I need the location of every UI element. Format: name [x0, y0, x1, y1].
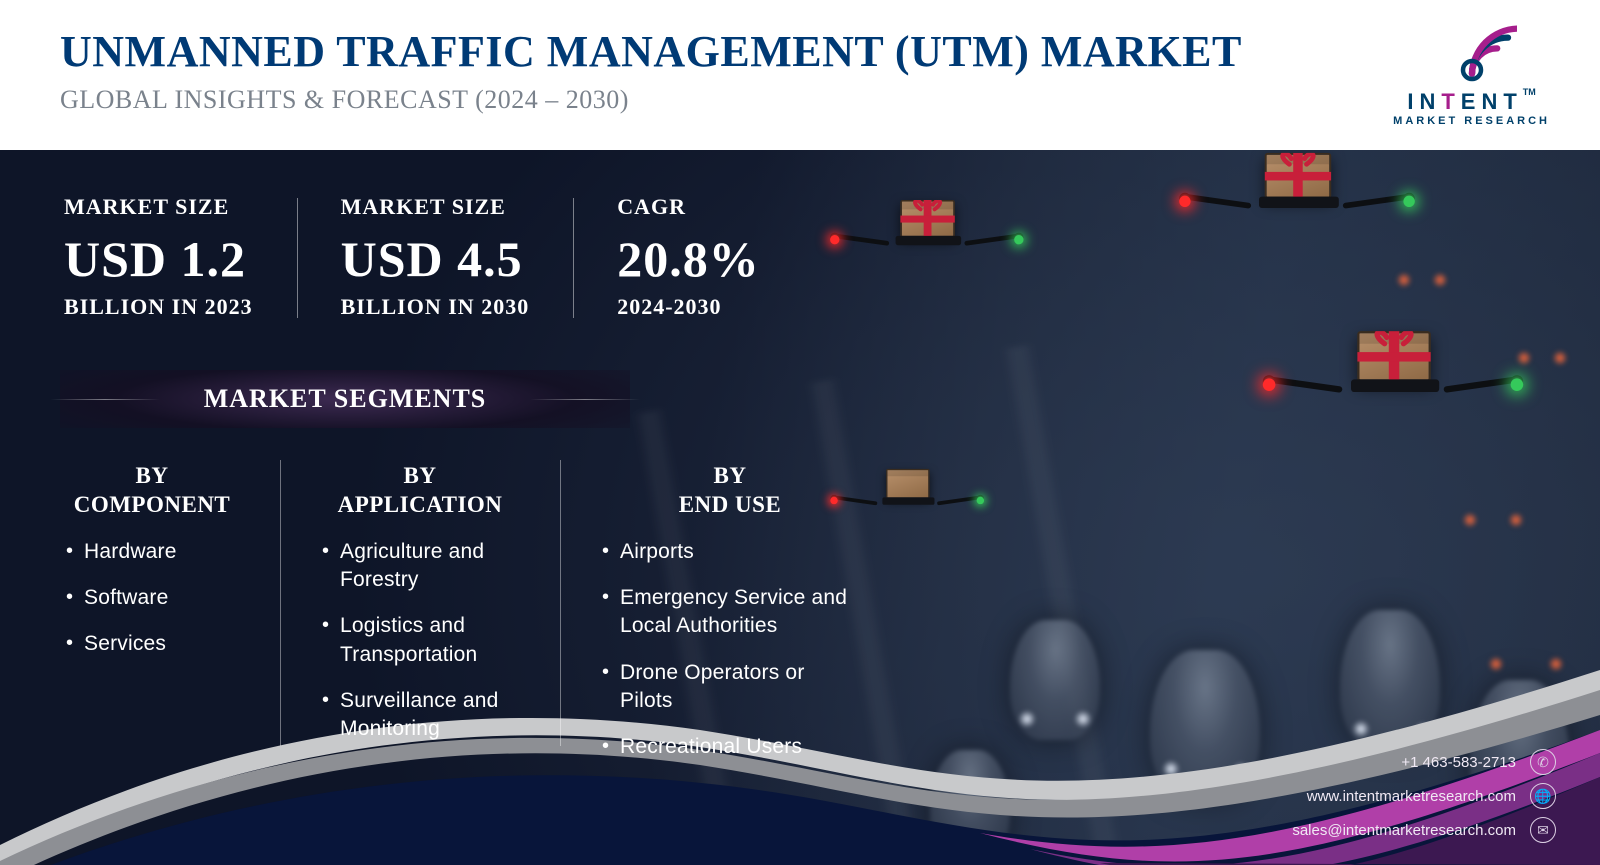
segment-item: Hardware: [64, 538, 240, 566]
metric-value: 20.8%: [617, 230, 760, 288]
footer-phone: +1 463-583-2713: [1401, 754, 1516, 771]
footer-contact: +1 463-583-2713 ✆ www.intentmarketresear…: [1292, 741, 1556, 843]
segment-item: Airports: [600, 538, 860, 566]
metric-block: CAGR 20.8% 2024-2030: [573, 190, 804, 326]
phone-icon: ✆: [1530, 749, 1556, 775]
segment-item: Services: [64, 630, 240, 658]
metric-label: MARKET SIZE: [64, 194, 253, 220]
globe-icon: 🌐: [1530, 783, 1556, 809]
metric-sub: 2024-2030: [617, 294, 760, 320]
metric-value: USD 1.2: [64, 230, 253, 288]
segment-title: BYAPPLICATION: [320, 462, 520, 520]
segment-item: Software: [64, 584, 240, 612]
segments-row: BYCOMPONENT Hardware Software Services BYAPP…: [60, 456, 1540, 786]
logo-signal-icon: [1427, 22, 1517, 82]
segment-title: BYEND USE: [600, 462, 860, 520]
segment-column: BYCOMPONENT Hardware Software Services: [60, 456, 280, 786]
brand-logo: INTENTTM MARKET RESEARCH: [1393, 22, 1550, 127]
segment-item: Recreational Users: [600, 733, 860, 761]
segment-list: Agriculture and Forestry Logistics and Tr…: [320, 538, 520, 744]
metric-value: USD 4.5: [341, 230, 530, 288]
metric-label: CAGR: [617, 194, 760, 220]
logo-subline: MARKET RESEARCH: [1393, 115, 1550, 127]
metric-block: MARKET SIZE USD 1.2 BILLION IN 2023: [60, 190, 297, 326]
footer-email-row: sales@intentmarketresearch.com ✉: [1292, 817, 1556, 843]
metric-block: MARKET SIZE USD 4.5 BILLION IN 2030: [297, 190, 574, 326]
segment-list: Hardware Software Services: [64, 538, 240, 659]
segment-item: Logistics and Transportation: [320, 612, 520, 669]
segment-column: BYAPPLICATION Agriculture and Forestry Log…: [280, 456, 560, 786]
content-area: MARKET SIZEUSD 1.2BILLION IN 2023MARKET …: [0, 150, 1600, 786]
logo-tm: TM: [1523, 87, 1536, 97]
page-subtitle: GLOBAL INSIGHTS & FORECAST (2024 – 2030): [60, 85, 1540, 115]
segment-item: Drone Operators or Pilots: [600, 659, 860, 716]
metric-sub: BILLION IN 2023: [64, 294, 253, 320]
segment-item: Emergency Service and Local Authorities: [600, 584, 860, 641]
metric-label: MARKET SIZE: [341, 194, 530, 220]
footer-phone-row: +1 463-583-2713 ✆: [1292, 749, 1556, 775]
footer-website: www.intentmarketresearch.com: [1307, 788, 1516, 805]
segment-title: BYCOMPONENT: [64, 462, 240, 520]
footer-website-row: www.intentmarketresearch.com 🌐: [1292, 783, 1556, 809]
page-title: UNMANNED TRAFFIC MANAGEMENT (UTM) MARKET: [60, 26, 1540, 77]
logo-wordmark: INTENTTM: [1393, 89, 1550, 115]
footer-email: sales@intentmarketresearch.com: [1292, 822, 1516, 839]
segment-item: Agriculture and Forestry: [320, 538, 520, 595]
segment-column: BYEND USE Airports Emergency Service and L…: [560, 456, 900, 786]
hero-panel: MARKET SIZEUSD 1.2BILLION IN 2023MARKET …: [0, 150, 1600, 865]
logo-word-prefix: IN: [1407, 89, 1441, 114]
metric-sub: BILLION IN 2030: [341, 294, 530, 320]
mail-icon: ✉: [1530, 817, 1556, 843]
metrics-row: MARKET SIZEUSD 1.2BILLION IN 2023MARKET …: [60, 190, 1540, 326]
header: UNMANNED TRAFFIC MANAGEMENT (UTM) MARKET…: [0, 0, 1600, 150]
segment-list: Airports Emergency Service and Local Auth…: [600, 538, 860, 762]
segments-band: MARKET SEGMENTS: [60, 370, 630, 428]
logo-word-accent: T: [1441, 89, 1460, 114]
logo-word-suffix: ENT: [1461, 89, 1523, 114]
segment-item: Surveillance and Monitoring: [320, 687, 520, 744]
